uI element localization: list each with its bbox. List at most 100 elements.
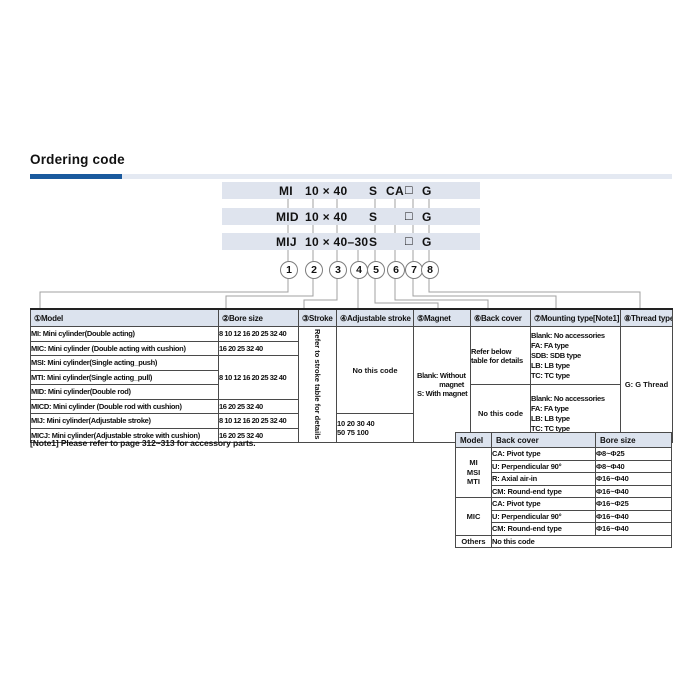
bore-micj: 16 20 25 32 40 — [218, 427, 299, 443]
acc-back-u: U: Perpendicular 90° — [491, 509, 596, 523]
acc-back-u: U: Perpendicular 90° — [491, 459, 596, 473]
mounting-lb: LB: LB type — [531, 413, 571, 423]
code-mij-size: 10 × 40–30 — [305, 235, 369, 249]
code-mi-mounting-placeholder-box: □ — [405, 183, 413, 197]
table-row: MICD: Mini cylinder (Double rod with cus… — [30, 398, 673, 414]
acc-col-back-cover: Back cover — [491, 432, 596, 448]
code-mij-model: MIJ — [276, 235, 297, 249]
table-row: MSI: Mini cylinder(Single acting_push) 8… — [30, 355, 673, 400]
note1-text: [Note1] Please refer to page 312~313 for… — [30, 438, 256, 448]
acc-col-model: Model — [455, 432, 492, 448]
page-title: Ordering code — [30, 152, 125, 167]
model-mij: MIJ: Mini cylinder(Adjustable stroke) — [30, 413, 219, 429]
mounting-tc: TC: TC type — [531, 423, 571, 433]
code-mi-magnet: S — [369, 184, 378, 198]
col-header-stroke: ③Stroke — [298, 308, 337, 327]
circle-8: 8 — [421, 261, 439, 279]
code-band-mid — [222, 208, 480, 225]
bore-mij: 8 10 12 16 20 25 32 40 — [218, 413, 299, 429]
circle-5: 5 — [367, 261, 385, 279]
bore-micd: 16 20 25 32 40 — [218, 398, 299, 414]
ordering-table-header-row: ①Model ②Bore size ③Stroke ④Adjustable st… — [30, 308, 673, 327]
code-mij-magnet: S — [369, 235, 378, 249]
bore-mic: 16 20 25 32 40 — [218, 340, 299, 356]
circle-4: 4 — [350, 261, 368, 279]
col-header-model: ①Model — [30, 308, 219, 327]
magnet-s-label: S: With magnet — [417, 389, 468, 398]
table-row: U: Perpendicular 90° Φ16~Φ40 — [456, 509, 672, 523]
adjustable-none-cell: No this code — [336, 326, 414, 414]
bore-mi: 8 10 12 16 20 25 32 40 — [218, 326, 299, 342]
circle-1: 1 — [280, 261, 298, 279]
acc-bore: Φ16~Φ40 — [595, 509, 672, 523]
title-underline-extension — [122, 174, 672, 179]
col-header-mounting: ⑦Mounting type[Note1] — [530, 308, 621, 327]
mounting-blank: Blank: No accessories — [531, 393, 606, 403]
code-mi-model: MI — [279, 184, 293, 198]
model-msi: MSI: Mini cylinder(Single acting_push) — [30, 355, 219, 371]
mounting-fa: FA: FA type — [531, 340, 569, 350]
code-mid-thread: G — [422, 210, 432, 224]
acc-bore: Φ8~Φ25 — [595, 447, 672, 461]
circle-7: 7 — [405, 261, 423, 279]
code-mi-size: 10 × 40 — [305, 184, 348, 198]
code-mid-size: 10 × 40 — [305, 210, 348, 224]
mounting-blank: Blank: No accessories — [531, 330, 606, 340]
acc-bore: Φ16~Φ40 — [595, 522, 672, 536]
col-header-adjustable: ④Adjustable stroke — [336, 308, 414, 327]
table-row: R: Axial air-in Φ16~Φ40 — [456, 472, 672, 486]
acc-model-mi-msi-mti: MI MSI MTI — [455, 447, 492, 498]
magnet-blank-label: Blank: Without — [417, 371, 466, 380]
code-mid-mounting-placeholder-box: □ — [405, 209, 413, 223]
table-row: MI MSI MTI CA: Pivot type Φ8~Φ25 — [455, 447, 672, 498]
title-underline-accent — [30, 174, 122, 179]
acc-bore: Φ16~Φ40 — [595, 484, 672, 498]
code-mi-thread: G — [422, 184, 432, 198]
model-micd: MICD: Mini cylinder (Double rod with cus… — [30, 398, 219, 414]
model-mi: MI: Mini cylinder(Double acting) — [30, 326, 219, 342]
back-cover-table: Model Back cover Bore size MI MSI MTI CA… — [455, 432, 672, 548]
table-row: CM: Round-end type Φ16~Φ40 — [456, 484, 672, 498]
table-row: U: Perpendicular 90° Φ8~Φ40 — [456, 459, 672, 473]
circle-2: 2 — [305, 261, 323, 279]
code-band-mij — [222, 233, 480, 250]
mounting-fa: FA: FA type — [531, 403, 569, 413]
acc-model-mic: MIC — [455, 497, 492, 536]
magnet-blank-label2: magnet — [439, 380, 464, 389]
code-mi-back: CA — [386, 184, 404, 198]
bore-msi-mti-mid: 8 10 12 16 20 25 32 40 — [218, 355, 299, 400]
acc-model-others: Others — [455, 534, 492, 548]
acc-back-ca: CA: Pivot type — [491, 447, 596, 461]
code-mij-thread: G — [422, 235, 432, 249]
model-mti: MTI: Mini cylinder(Single acting_pull) — [30, 369, 219, 385]
back-cover-refer-cell: Refer below table for details — [470, 326, 531, 385]
mounting-tc: TC: TC type — [531, 370, 571, 380]
stroke-cell: Refer to stroke table for details — [298, 326, 337, 443]
acc-back-cm: CM: Round-end type — [491, 522, 596, 536]
code-band-mi — [222, 182, 480, 199]
acc-bore: Φ16~Φ40 — [595, 472, 672, 486]
model-mic: MIC: Mini cylinder (Double acting with c… — [30, 340, 219, 356]
acc-col-bore: Bore size — [595, 432, 672, 448]
acc-back-ca: CA: Pivot type — [491, 497, 596, 511]
table-row: MIJ: Mini cylinder(Adjustable stroke) 8 … — [30, 413, 673, 443]
acc-back-r: R: Axial air-in — [491, 472, 596, 486]
col-header-back-cover: ⑥Back cover — [470, 308, 531, 327]
model-mid: MID: Mini cylinder(Double rod) — [30, 384, 219, 400]
table-row: MIC CA: Pivot type Φ16~Φ25 — [455, 497, 672, 536]
table-row: MI: Mini cylinder(Double acting) 8 10 12… — [30, 326, 673, 443]
table-row: MICJ: Mini cylinder(Adjustable stroke wi… — [30, 427, 673, 443]
col-header-bore: ②Bore size — [218, 308, 299, 327]
mounting-sdb: SDB: SDB type — [531, 350, 582, 360]
ordering-table: ①Model ②Bore size ③Stroke ④Adjustable st… — [30, 308, 673, 443]
adjustable-values-cell: 10 20 30 40 50 75 100 — [336, 413, 414, 443]
acc-back-none: No this code — [491, 534, 672, 548]
circle-3: 3 — [329, 261, 347, 279]
code-mid-model: MID — [276, 210, 299, 224]
circle-6: 6 — [387, 261, 405, 279]
thread-cell: G: G Thread — [620, 326, 673, 443]
mounting-lb: LB: LB type — [531, 360, 571, 370]
table-row: Others No this code — [455, 534, 672, 548]
code-mid-magnet: S — [369, 210, 378, 224]
